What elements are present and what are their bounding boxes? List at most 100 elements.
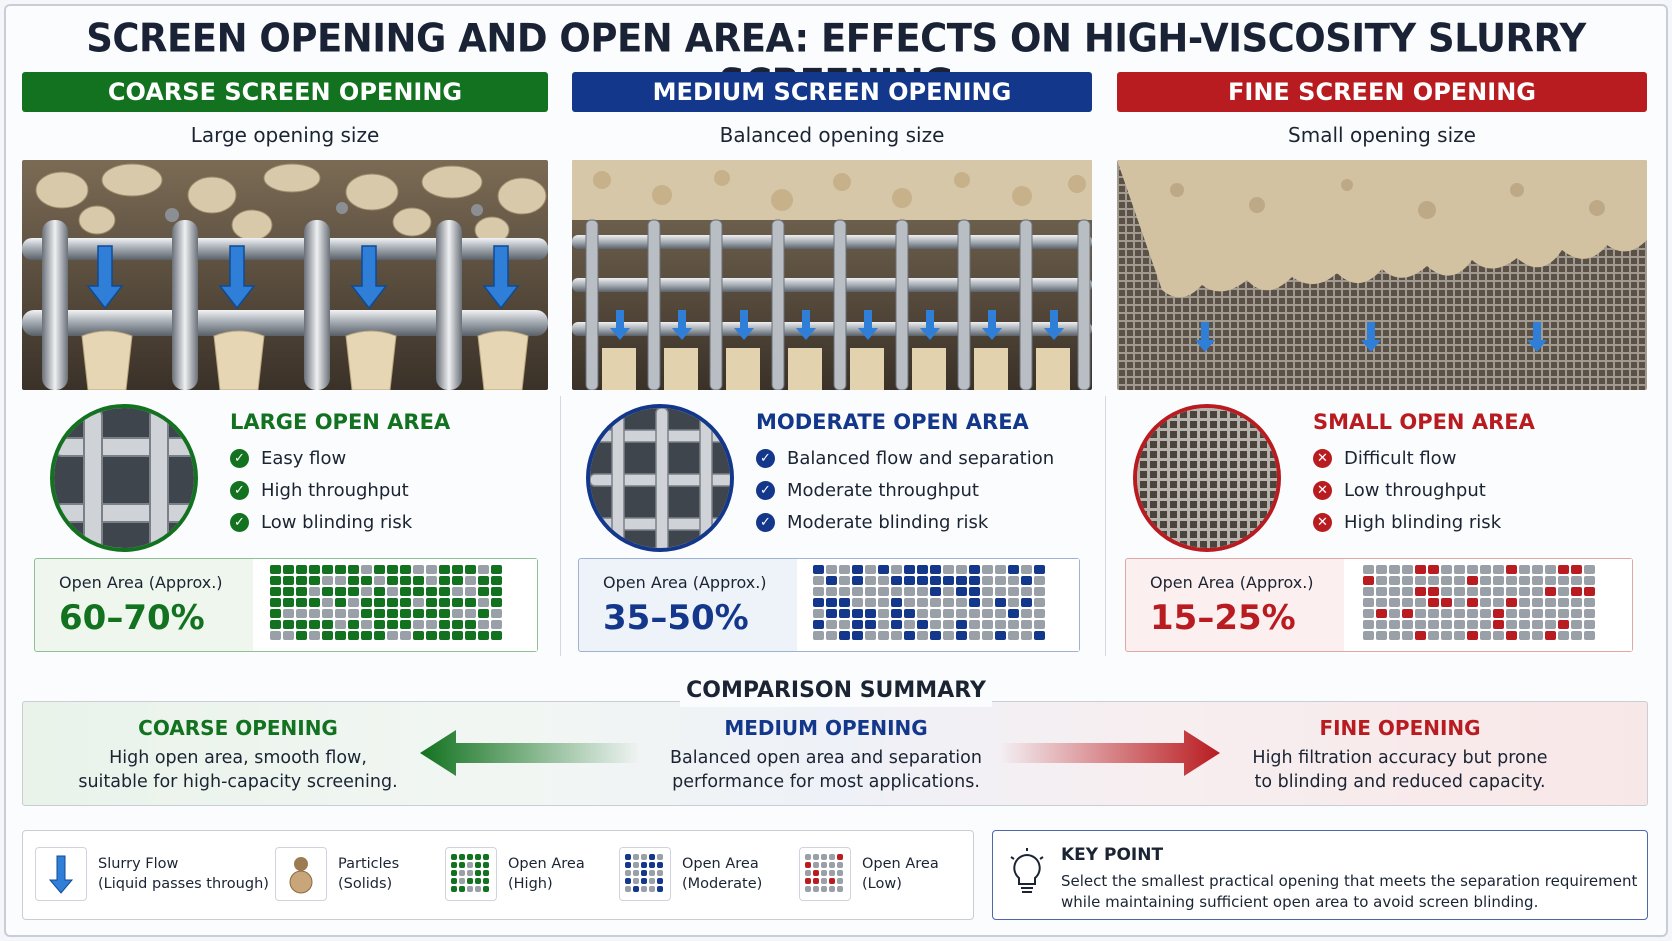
open-area-cell: [478, 598, 489, 607]
open-area-cell: [1428, 609, 1439, 618]
open-area-cell: [465, 576, 476, 585]
x-circle-icon: ✕: [1313, 480, 1332, 500]
open-area-cell: [1021, 565, 1032, 574]
open-area-cell: [904, 620, 915, 629]
open-area-cell: [852, 598, 863, 607]
open-area-cell: [865, 587, 876, 596]
coarse-mesh-closeup: [50, 404, 198, 552]
open-area-cell: [1584, 631, 1595, 640]
open-area-cell: [1402, 598, 1413, 607]
open-area-cell: [1415, 631, 1426, 640]
open-area-cell: [813, 862, 819, 868]
coarse-banner: COARSE SCREEN OPENING: [22, 72, 548, 112]
open-area-cell: [1389, 565, 1400, 574]
coarse-features: LARGE OPEN AREA ✓ Easy flow ✓ High through…: [230, 410, 450, 538]
open-area-cell: [1363, 620, 1374, 629]
feature-label: Balanced flow and separation: [787, 447, 1055, 469]
open-area-cell: [413, 598, 424, 607]
open-area-cell: [904, 576, 915, 585]
open-area-cell: [309, 565, 320, 574]
open-area-cell: [1506, 631, 1517, 640]
open-area-cell: [1415, 587, 1426, 596]
open-area-grid: [1344, 559, 1632, 651]
open-area-cell: [1454, 598, 1465, 607]
open-area-cell: [491, 576, 502, 585]
legend-sublabel: (Moderate): [682, 876, 763, 892]
open-area-cell: [865, 631, 876, 640]
open-area-cell: [1034, 620, 1045, 629]
open-area-cell: [943, 631, 954, 640]
open-area-cell: [1021, 609, 1032, 618]
legend: Slurry Flow (Liquid passes through) Parti…: [22, 830, 974, 920]
open-area-cell: [625, 854, 631, 860]
open-area-cell: [426, 587, 437, 596]
open-area-cell: [904, 631, 915, 640]
open-area-cell: [439, 620, 450, 629]
open-area-cell: [839, 598, 850, 607]
open-area-cell: [387, 587, 398, 596]
open-area-cell: [1519, 576, 1530, 585]
open-area-cell: [826, 598, 837, 607]
open-area-cell: [465, 620, 476, 629]
open-area-cell: [426, 576, 437, 585]
open-area-cell: [995, 565, 1006, 574]
open-area-cell: [982, 565, 993, 574]
summary-medium: MEDIUM OPENING Balanced open area and se…: [648, 716, 1004, 794]
open-area-cell: [982, 620, 993, 629]
open-area-cell: [633, 886, 639, 892]
open-area-cell: [891, 620, 902, 629]
feature-label: Moderate throughput: [787, 479, 979, 501]
open-area-cell: [451, 878, 457, 884]
feature-label: High throughput: [261, 479, 409, 501]
open-area-cell: [917, 598, 928, 607]
column-divider: [560, 396, 561, 656]
fine-feature-title: SMALL OPEN AREA: [1313, 410, 1535, 434]
open-area-cell: [878, 631, 889, 640]
open-area-cell: [1428, 598, 1439, 607]
open-area-cell: [491, 631, 502, 640]
open-area-cell: [1519, 565, 1530, 574]
open-area-cell: [1519, 598, 1530, 607]
open-area-cell: [361, 631, 372, 640]
open-area-cell: [1493, 598, 1504, 607]
feature-label: Easy flow: [261, 447, 347, 469]
open-area-value: 60–70%: [59, 598, 205, 638]
open-area-cell: [1415, 598, 1426, 607]
open-area-cell: [1558, 587, 1569, 596]
open-area-cell: [283, 631, 294, 640]
open-area-cell: [400, 576, 411, 585]
open-area-cell: [335, 631, 346, 640]
open-area-cell: [1480, 565, 1491, 574]
open-area-cell: [1558, 565, 1569, 574]
open-area-cell: [852, 587, 863, 596]
open-area-cell: [625, 886, 631, 892]
open-area-cell: [1021, 576, 1032, 585]
open-area-cell: [1034, 576, 1045, 585]
summary-medium-line1: Balanced open area and separation: [670, 748, 982, 768]
open-area-cell: [483, 870, 489, 876]
open-area-cell: [625, 862, 631, 868]
open-area-cell: [917, 631, 928, 640]
open-area-cell: [348, 598, 359, 607]
open-area-cell: [1376, 565, 1387, 574]
open-area-cell: [1493, 631, 1504, 640]
open-area-cell: [413, 587, 424, 596]
open-area-cell: [1376, 609, 1387, 618]
open-area-cell: [813, 854, 819, 860]
open-area-cell: [865, 609, 876, 618]
feature-item: ✓ Balanced flow and separation: [756, 442, 1054, 474]
open-area-cell: [891, 609, 902, 618]
open-area-cell: [465, 565, 476, 574]
feature-label: Low blinding risk: [261, 511, 413, 533]
open-area-cell: [1034, 565, 1045, 574]
open-area-cell: [1480, 609, 1491, 618]
open-area-cell: [309, 631, 320, 640]
legend-item: Slurry Flow (Liquid passes through): [35, 847, 269, 901]
open-area-cell: [891, 587, 902, 596]
check-circle-icon: ✓: [230, 512, 249, 532]
coarse-open-area-box: Open Area (Approx.) 60–70%: [34, 558, 538, 652]
open-area-cell: [852, 609, 863, 618]
open-area-cell: [1467, 576, 1478, 585]
open-area-cell: [283, 609, 294, 618]
open-area-cell: [1493, 565, 1504, 574]
